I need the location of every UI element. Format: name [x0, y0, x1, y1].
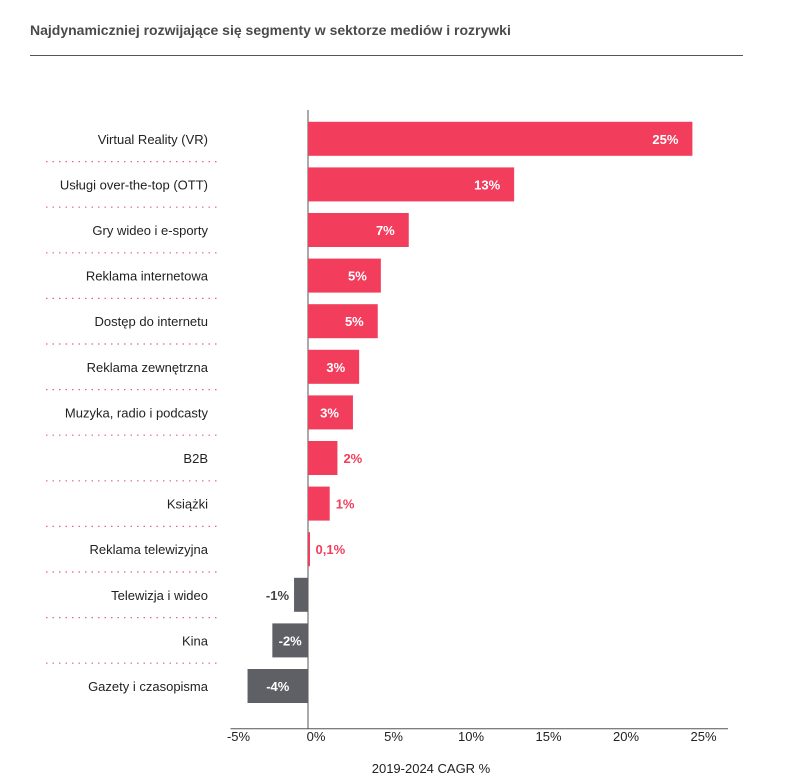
category-label: Dostęp do internetu [95, 314, 208, 329]
value-label: -4% [266, 679, 290, 694]
category-label: B2B [183, 451, 208, 466]
x-axis-label: 2019-2024 CAGR % [372, 761, 491, 776]
value-label: 2% [343, 451, 362, 466]
x-tick-label: 25% [690, 729, 716, 744]
category-label: Virtual Reality (VR) [98, 132, 208, 147]
value-label: 3% [326, 360, 345, 375]
value-label: 3% [320, 405, 339, 420]
bar [308, 167, 515, 202]
x-tick-labels: -5% 0% 5% 10% 15% 20% 25% [227, 729, 717, 744]
x-tick-label: 0% [307, 729, 326, 744]
bar [247, 669, 308, 703]
bar [294, 577, 308, 612]
x-tick-label: 20% [613, 729, 639, 744]
bar [308, 349, 360, 384]
x-tick-label: 15% [535, 729, 561, 744]
value-label: 0,1% [316, 542, 346, 557]
title-divider [30, 55, 743, 56]
bars [247, 121, 693, 703]
category-labels: Virtual Reality (VR) Usługi over-the-top … [60, 132, 209, 694]
row-separators [46, 161, 218, 664]
value-label: -2% [279, 633, 303, 648]
category-label: Telewizja i wideo [111, 588, 208, 603]
value-label: 5% [345, 314, 364, 329]
category-label: Reklama telewizyjna [90, 542, 209, 557]
category-label: Reklama internetowa [86, 269, 209, 284]
bar [308, 213, 409, 247]
value-label: 13% [474, 177, 500, 192]
value-label: 7% [376, 223, 395, 238]
bar [308, 532, 310, 567]
bar [308, 441, 338, 475]
bar [308, 304, 378, 339]
bar [308, 395, 353, 430]
x-tick-label: 5% [384, 729, 403, 744]
chart-title: Najdynamiczniej rozwijające się segmenty… [30, 22, 511, 38]
value-label: -1% [266, 588, 290, 603]
bar [308, 486, 330, 521]
value-label: 5% [348, 269, 367, 284]
category-label: Książki [167, 497, 208, 512]
x-tick-label: -5% [227, 729, 251, 744]
category-label: Usługi over-the-top (OTT) [60, 177, 208, 192]
value-label: 1% [336, 497, 355, 512]
category-label: Gazety i czasopisma [88, 679, 209, 694]
category-label: Muzyka, radio i podcasty [65, 405, 209, 420]
bar [272, 623, 308, 658]
x-tick-label: 10% [458, 729, 484, 744]
category-label: Gry wideo i e-sporty [92, 223, 208, 238]
value-label: 25% [652, 132, 678, 147]
category-label: Kina [182, 633, 209, 648]
bar [308, 258, 381, 293]
bar [308, 121, 693, 156]
value-labels: 25% 13% 7% 5% 5% 3% 3% 2% 1% 0,1% -1% -2% -4% [266, 132, 679, 694]
category-label: Reklama zewnętrzna [87, 360, 209, 375]
